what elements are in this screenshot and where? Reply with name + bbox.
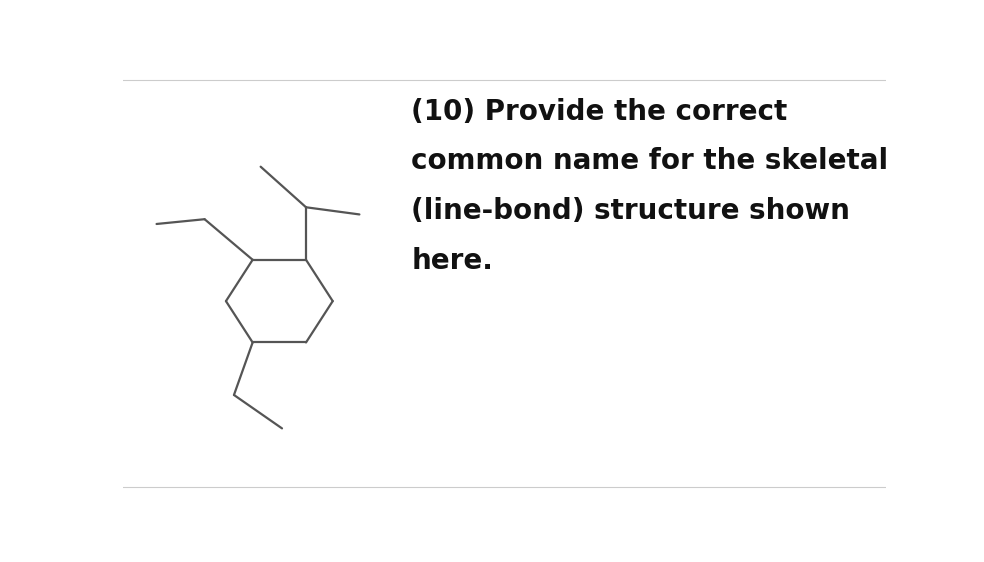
Text: (line-bond) structure shown: (line-bond) structure shown bbox=[411, 197, 850, 225]
Text: here.: here. bbox=[411, 247, 493, 275]
Text: common name for the skeletal: common name for the skeletal bbox=[411, 147, 889, 175]
Text: (10) Provide the correct: (10) Provide the correct bbox=[411, 98, 787, 126]
